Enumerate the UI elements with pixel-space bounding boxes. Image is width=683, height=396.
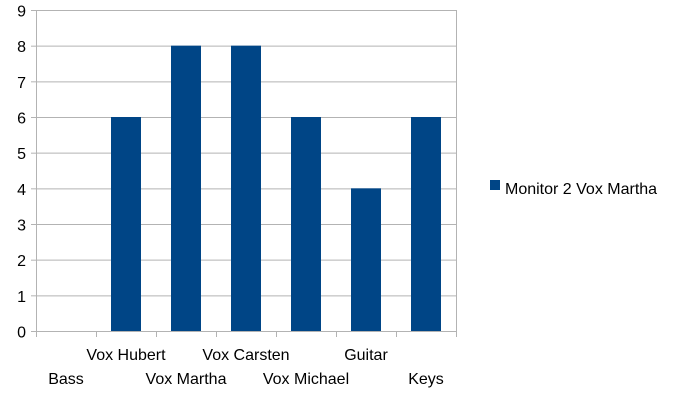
bar [171,45,201,332]
y-tick-label: 6 [17,111,26,128]
legend: Monitor 2 Vox Martha [490,180,657,198]
bar [291,117,321,331]
y-tick-label: 7 [17,75,26,92]
bar [111,117,141,331]
x-tick-label: Vox Hubert [86,347,166,364]
legend-swatch [490,180,500,190]
bars [111,45,441,332]
y-tick-label: 8 [17,39,26,56]
x-tick-label: Vox Carsten [202,347,289,364]
axes [31,10,457,337]
y-tick-label: 2 [17,253,26,270]
y-tick-label: 1 [17,289,26,306]
x-tick-label: Bass [48,371,84,388]
y-tick-label: 4 [17,182,26,199]
y-tick-label: 9 [17,4,26,21]
y-tick-label: 0 [17,325,26,342]
bar [351,188,381,331]
legend-label: Monitor 2 Vox Martha [505,181,657,198]
x-tick-label: Guitar [344,347,388,364]
x-tick-label: Keys [408,371,444,388]
y-tick-label: 5 [17,146,26,163]
y-tick-label: 3 [17,218,26,235]
x-tick-label: Vox Martha [146,371,227,388]
bar [411,117,441,331]
y-axis-tick-labels: 0 1 2 3 4 5 6 7 8 9 [17,4,26,342]
x-tick-label: Vox Michael [263,371,349,388]
bar [231,45,261,332]
